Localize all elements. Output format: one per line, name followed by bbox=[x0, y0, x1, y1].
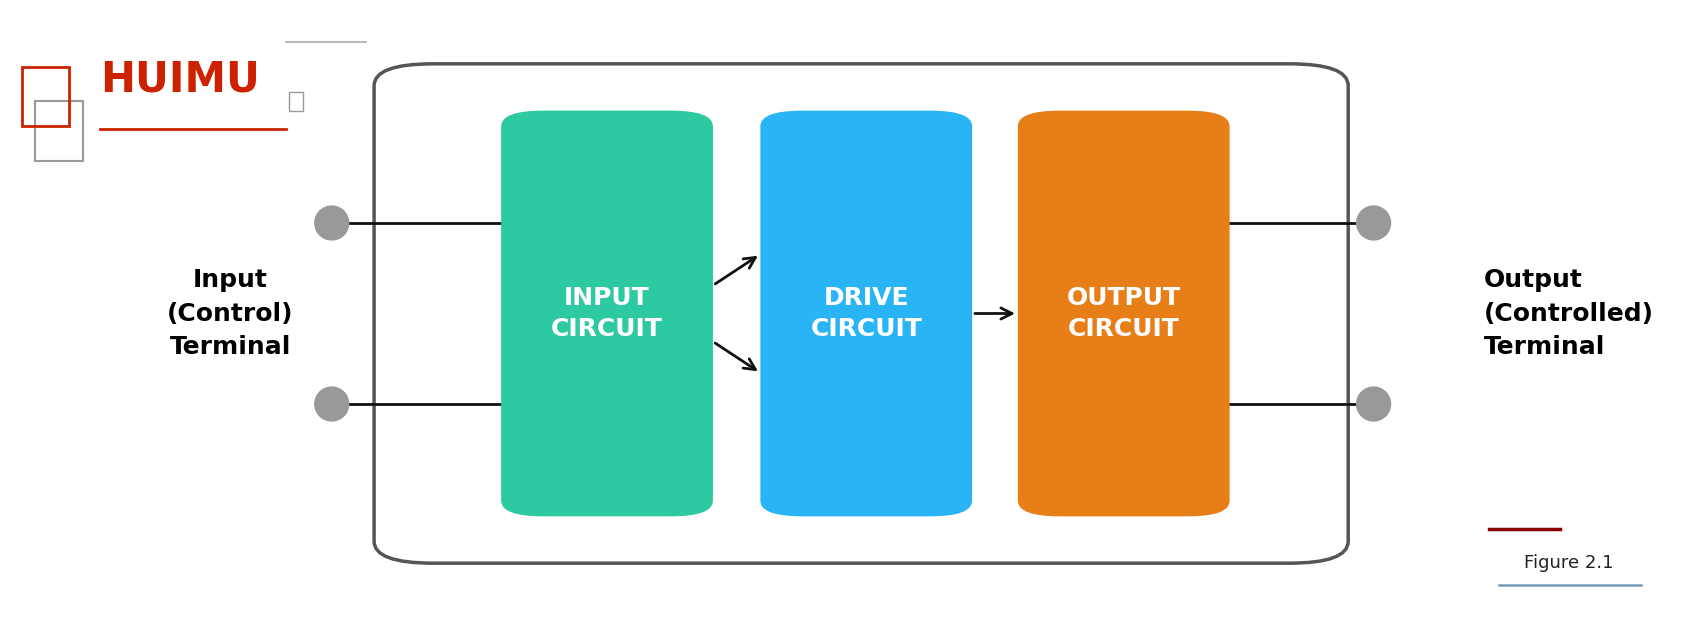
Ellipse shape bbox=[315, 387, 349, 421]
Ellipse shape bbox=[1356, 206, 1391, 240]
Ellipse shape bbox=[315, 206, 349, 240]
Text: DRIVE
CIRCUIT: DRIVE CIRCUIT bbox=[810, 286, 922, 341]
Text: Input
(Control)
Terminal: Input (Control) Terminal bbox=[167, 268, 293, 359]
Bar bbox=[22, 67, 70, 126]
Ellipse shape bbox=[1356, 387, 1391, 421]
FancyBboxPatch shape bbox=[761, 110, 972, 517]
Text: Output
(Controlled)
Terminal: Output (Controlled) Terminal bbox=[1484, 268, 1654, 359]
Bar bbox=[289, 92, 303, 110]
Text: Figure 2.1: Figure 2.1 bbox=[1523, 554, 1613, 572]
FancyBboxPatch shape bbox=[374, 64, 1348, 563]
Text: OUTPUT
CIRCUIT: OUTPUT CIRCUIT bbox=[1067, 286, 1181, 341]
Text: INPUT
CIRCUIT: INPUT CIRCUIT bbox=[551, 286, 662, 341]
Text: HUIMU: HUIMU bbox=[100, 58, 259, 100]
FancyBboxPatch shape bbox=[500, 110, 713, 517]
FancyBboxPatch shape bbox=[1018, 110, 1229, 517]
Bar bbox=[36, 102, 83, 161]
